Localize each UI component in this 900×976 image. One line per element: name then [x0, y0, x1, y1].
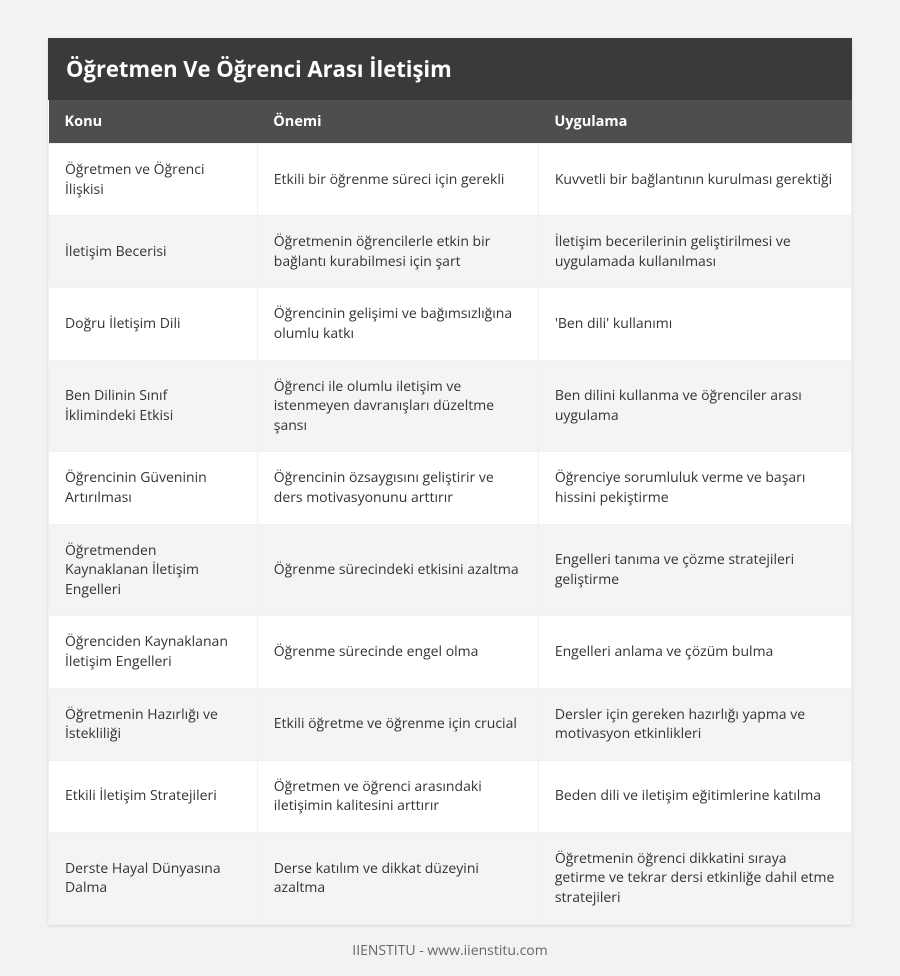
- table-row: Öğretmenden Kaynaklanan İletişim Engelle…: [49, 524, 852, 616]
- cell-konu: Öğretmen ve Öğrenci İlişkisi: [49, 144, 258, 216]
- data-table: Konu Önemi Uygulama Öğretmen ve Öğrenci …: [48, 100, 852, 925]
- table-row: Etkili İletişim Stratejileri Öğretmen ve…: [49, 760, 852, 832]
- cell-onemi: Etkili öğretme ve öğrenme için crucial: [257, 688, 538, 760]
- table-title: Öğretmen Ve Öğrenci Arası İletişim: [48, 38, 852, 100]
- cell-konu: Öğretmenin Hazırlığı ve İstekliliği: [49, 688, 258, 760]
- cell-onemi: Öğretmen ve öğrenci arasındaki iletişimi…: [257, 760, 538, 832]
- table-row: Öğretmenin Hazırlığı ve İstekliliği Etki…: [49, 688, 852, 760]
- table-row: İletişim Becerisi Öğretmenin öğrencilerl…: [49, 216, 852, 288]
- header-row: Konu Önemi Uygulama: [49, 100, 852, 144]
- table-container: Öğretmen Ve Öğrenci Arası İletişim Konu …: [48, 38, 852, 925]
- cell-uygulama: Öğretmenin öğrenci dikkatini sıraya geti…: [538, 832, 851, 924]
- table-row: Derste Hayal Dünyasına Dalma Derse katıl…: [49, 832, 852, 924]
- cell-uygulama: Engelleri anlama ve çözüm bulma: [538, 616, 851, 688]
- cell-uygulama: Ben dilini kullanma ve öğrenciler arası …: [538, 360, 851, 452]
- cell-onemi: Öğrenme sürecindeki etkisini azaltma: [257, 524, 538, 616]
- cell-konu: İletişim Becerisi: [49, 216, 258, 288]
- cell-konu: Öğretmenden Kaynaklanan İletişim Engelle…: [49, 524, 258, 616]
- cell-uygulama: Kuvvetli bir bağlantının kurulması gerek…: [538, 144, 851, 216]
- table-row: Öğrenciden Kaynaklanan İletişim Engeller…: [49, 616, 852, 688]
- col-header-uygulama: Uygulama: [538, 100, 851, 144]
- cell-konu: Ben Dilinin Sınıf İklimindeki Etkisi: [49, 360, 258, 452]
- cell-uygulama: Beden dili ve iletişim eğitimlerine katı…: [538, 760, 851, 832]
- col-header-konu: Konu: [49, 100, 258, 144]
- col-header-onemi: Önemi: [257, 100, 538, 144]
- table-row: Öğrencinin Güveninin Artırılması Öğrenci…: [49, 452, 852, 524]
- cell-konu: Öğrenciden Kaynaklanan İletişim Engeller…: [49, 616, 258, 688]
- cell-uygulama: İletişim becerilerinin geliştirilmesi ve…: [538, 216, 851, 288]
- cell-konu: Derste Hayal Dünyasına Dalma: [49, 832, 258, 924]
- footer-text: IIENSTITU - www.iienstitu.com: [48, 925, 852, 960]
- cell-konu: Öğrencinin Güveninin Artırılması: [49, 452, 258, 524]
- cell-onemi: Öğretmenin öğrencilerle etkin bir bağlan…: [257, 216, 538, 288]
- table-body: Öğretmen ve Öğrenci İlişkisi Etkili bir …: [49, 144, 852, 925]
- cell-uygulama: Öğrenciye sorumluluk verme ve başarı his…: [538, 452, 851, 524]
- table-header: Konu Önemi Uygulama: [49, 100, 852, 144]
- cell-uygulama: Engelleri tanıma ve çözme stratejileri g…: [538, 524, 851, 616]
- cell-onemi: Öğrenme sürecinde engel olma: [257, 616, 538, 688]
- cell-onemi: Öğrencinin özsaygısını geliştirir ve der…: [257, 452, 538, 524]
- cell-konu: Doğru İletişim Dili: [49, 288, 258, 360]
- cell-uygulama: 'Ben dili' kullanımı: [538, 288, 851, 360]
- cell-onemi: Öğrencinin gelişimi ve bağımsızlığına ol…: [257, 288, 538, 360]
- table-row: Doğru İletişim Dili Öğrencinin gelişimi …: [49, 288, 852, 360]
- cell-onemi: Öğrenci ile olumlu iletişim ve istenmeye…: [257, 360, 538, 452]
- cell-onemi: Etkili bir öğrenme süreci için gerekli: [257, 144, 538, 216]
- table-row: Öğretmen ve Öğrenci İlişkisi Etkili bir …: [49, 144, 852, 216]
- table-row: Ben Dilinin Sınıf İklimindeki Etkisi Öğr…: [49, 360, 852, 452]
- cell-uygulama: Dersler için gereken hazırlığı yapma ve …: [538, 688, 851, 760]
- cell-konu: Etkili İletişim Stratejileri: [49, 760, 258, 832]
- cell-onemi: Derse katılım ve dikkat düzeyini azaltma: [257, 832, 538, 924]
